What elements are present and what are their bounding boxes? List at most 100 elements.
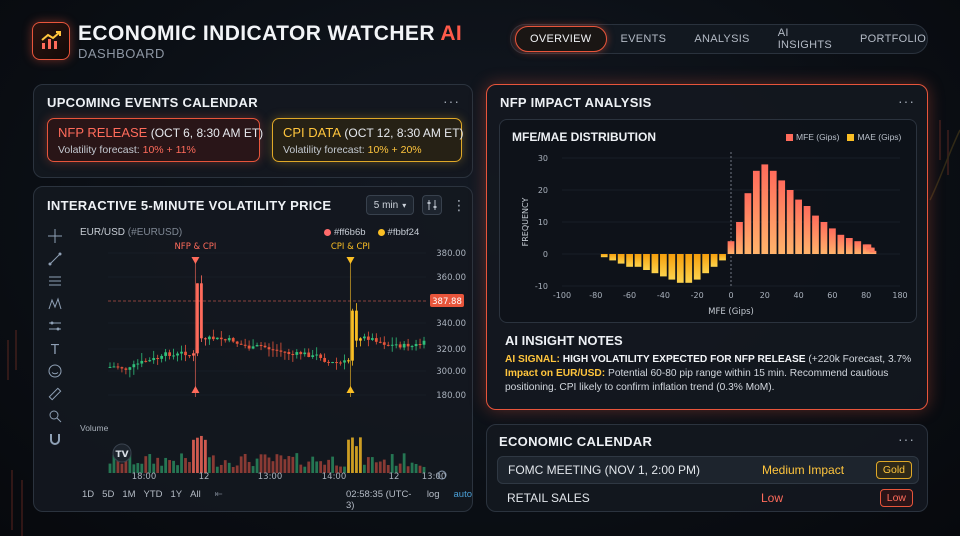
candle-body bbox=[227, 338, 231, 341]
event-card-cpi[interactable]: CPI DATA (OCT 12, 8:30 AM ET) Volatility… bbox=[272, 118, 464, 162]
volume-bar bbox=[303, 466, 307, 473]
symbol-label[interactable]: EUR/USD (#EURUSD) bbox=[80, 227, 182, 238]
mfe-bar bbox=[854, 241, 862, 254]
text-icon[interactable]: T bbox=[44, 338, 66, 361]
candle-body bbox=[311, 355, 315, 358]
volume-bar bbox=[156, 457, 160, 473]
economic-calendar-menu-icon[interactable]: ··· bbox=[898, 431, 915, 447]
pattern-icon[interactable] bbox=[44, 293, 66, 316]
y-axis-label: FREQUENCY bbox=[521, 198, 530, 247]
y-tick-label: 360.00 bbox=[436, 273, 466, 283]
x-tick-label: 12 bbox=[389, 472, 400, 482]
upcoming-events-panel: UPCOMING EVENTS CALENDAR ··· NFP RELEASE… bbox=[33, 84, 473, 178]
volume-bar bbox=[327, 459, 331, 473]
nav-ai-insights[interactable]: AI INSIGHTS bbox=[777, 27, 833, 51]
range-5d[interactable]: 5D bbox=[102, 489, 115, 500]
range-all[interactable]: All bbox=[190, 489, 201, 500]
range-ytd[interactable]: YTD bbox=[143, 489, 163, 500]
candle-body bbox=[347, 360, 350, 362]
candle-body bbox=[307, 352, 311, 358]
volume-bar bbox=[227, 462, 231, 473]
candle-body bbox=[207, 336, 211, 340]
candle-body bbox=[402, 343, 406, 348]
volume-bar bbox=[398, 463, 402, 473]
crosshair-icon[interactable] bbox=[44, 225, 66, 248]
volume-bar bbox=[136, 463, 140, 473]
nav-overview[interactable]: OVERVIEW bbox=[515, 26, 607, 52]
mfe-bar bbox=[752, 170, 760, 254]
emoji-icon[interactable] bbox=[44, 360, 66, 383]
app-title-ai: AI bbox=[440, 22, 463, 45]
signal-label: AI SIGNAL: bbox=[505, 354, 560, 365]
nav-portfolio[interactable]: PORTFOLIO bbox=[860, 33, 927, 45]
x-tick-label: -40 bbox=[657, 291, 670, 300]
calendar-row-retail[interactable]: RETAIL SALES Low Low bbox=[497, 484, 919, 512]
range-1y[interactable]: 1Y bbox=[170, 489, 183, 500]
price-chart-canvas[interactable]: 380.00 360.00 340.00 320.00 300.00 180.00 387.… bbox=[74, 237, 470, 487]
volume-bar bbox=[299, 464, 303, 473]
interval-select[interactable]: 5 min ▾ bbox=[366, 195, 414, 215]
legend-gold-label: #fbbf24 bbox=[387, 227, 420, 238]
volume-bar bbox=[164, 457, 168, 473]
volume-bar bbox=[311, 456, 315, 473]
candle-body bbox=[235, 341, 239, 344]
trendline-icon[interactable] bbox=[44, 248, 66, 271]
zoom-icon[interactable] bbox=[44, 405, 66, 428]
volume-bar bbox=[188, 461, 191, 473]
legend-gold: #fbbf24 bbox=[377, 227, 420, 238]
x-tick-label: 80 bbox=[861, 291, 871, 300]
candle-body bbox=[176, 353, 179, 356]
sliders-icon bbox=[427, 200, 437, 210]
mae-bar bbox=[651, 254, 659, 274]
event-annotation: NFP & CPI bbox=[174, 242, 216, 252]
volume-bar bbox=[271, 461, 275, 473]
mfe-bar bbox=[812, 215, 819, 254]
calendar-row-fomc[interactable]: FOMC MEETING (NOV 1, 2:00 PM) Medium Imp… bbox=[497, 456, 919, 484]
nav-events[interactable]: EVENTS bbox=[620, 33, 667, 45]
volume-bar bbox=[231, 466, 235, 473]
candle-body bbox=[355, 310, 358, 341]
app-logo bbox=[32, 22, 70, 60]
measure-icon[interactable] bbox=[44, 315, 66, 338]
nfp-analysis-menu-icon[interactable]: ··· bbox=[898, 93, 915, 109]
fib-icon[interactable] bbox=[44, 270, 66, 293]
volume-bar bbox=[402, 453, 406, 473]
chart-settings-button[interactable] bbox=[422, 195, 442, 215]
volume-bar bbox=[223, 460, 227, 473]
nav-analysis[interactable]: ANALYSIS bbox=[694, 33, 750, 45]
mfe-bar bbox=[761, 164, 769, 254]
event-marker-bottom bbox=[191, 386, 200, 393]
volume-bar bbox=[120, 463, 124, 473]
volume-bar bbox=[366, 457, 370, 473]
candle-body bbox=[211, 336, 215, 340]
range-1d[interactable]: 1D bbox=[82, 489, 95, 500]
goto-date-icon[interactable]: ⇤ bbox=[214, 489, 223, 500]
price-chart-menu-icon[interactable]: ⋮ bbox=[452, 197, 467, 213]
range-1m[interactable]: 1M bbox=[122, 489, 136, 500]
volume-bar bbox=[291, 456, 295, 473]
symbol-code: (#EURUSD) bbox=[127, 227, 183, 238]
candle-body bbox=[152, 358, 156, 361]
auto-toggle[interactable]: auto bbox=[453, 489, 473, 500]
volume-bar bbox=[295, 453, 299, 473]
ruler-icon[interactable] bbox=[44, 383, 66, 406]
magnet-icon[interactable] bbox=[44, 428, 66, 451]
volume-bar bbox=[176, 465, 179, 473]
log-toggle[interactable]: log bbox=[426, 489, 440, 500]
candle-body bbox=[303, 352, 307, 355]
x-tick-label: 20 bbox=[760, 291, 770, 300]
candle-body bbox=[140, 360, 144, 364]
nfp-analysis-panel: NFP IMPACT ANALYSIS ··· MFE/MAE DISTRIBU… bbox=[486, 84, 928, 410]
candle-body bbox=[188, 355, 191, 357]
event-card-nfp[interactable]: NFP RELEASE (OCT 6, 8:30 AM ET) Volatili… bbox=[47, 118, 263, 162]
event-marker-bottom bbox=[346, 386, 355, 393]
volume-bar bbox=[247, 461, 251, 473]
upcoming-events-menu-icon[interactable]: ··· bbox=[443, 93, 460, 109]
volume-bar bbox=[331, 456, 334, 473]
candle-body bbox=[144, 360, 148, 362]
calendar-badge: Low bbox=[879, 489, 913, 507]
mfe-bar bbox=[769, 170, 777, 254]
candle-body bbox=[319, 354, 323, 358]
y-tick-label: 30 bbox=[538, 154, 548, 163]
